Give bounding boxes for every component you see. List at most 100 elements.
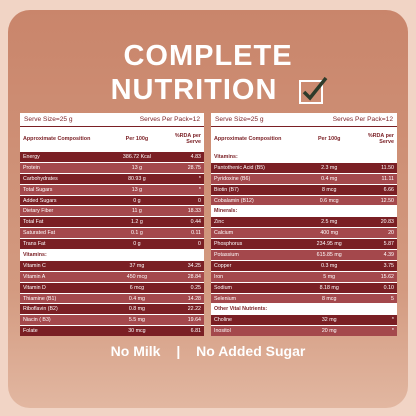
section-row: Vitamins: <box>20 249 204 260</box>
cell: 5 mg <box>323 273 336 280</box>
cell: 0.25 <box>190 284 201 291</box>
cell: 0.4 mg <box>321 175 338 182</box>
cell: 0 <box>198 197 201 204</box>
cell: * <box>391 317 394 324</box>
cell: 3.75 <box>383 262 394 269</box>
nutrient-row: Riboflavin (B2) 0.8 mg 22.22 <box>20 303 204 315</box>
cell: Added Sugars <box>23 197 57 204</box>
nutrient-row: Vitamin C 37 mg 34.25 <box>20 259 204 271</box>
cell: 32 mg <box>321 317 337 324</box>
cell: Protein <box>23 164 40 171</box>
cell: 18.33 <box>187 208 201 215</box>
cell: 6 mcg <box>129 284 145 291</box>
cell: Trans Fat <box>23 241 46 248</box>
cell: 4.83 <box>190 153 201 160</box>
cell: Vitamin D <box>23 284 46 291</box>
nutrient-row: Carbohydrates 80.93 g * <box>20 172 204 184</box>
cell: Niacin ( B3) <box>23 317 51 324</box>
cell: Saturated Fat <box>23 230 56 237</box>
cell: Pantothenic Acid (B5) <box>214 164 265 171</box>
nutrient-row: Calcium 400 mg 20 <box>211 227 397 239</box>
cell: Riboflavin (B2) <box>23 306 58 313</box>
nutrient-row: Niacin ( B3) 5.5 mg 19.64 <box>20 314 204 326</box>
cell: 15.62 <box>380 273 394 280</box>
column-label: %RDA per Serve <box>174 133 201 145</box>
cell: Inositol <box>214 328 231 335</box>
cell: 11.11 <box>381 175 394 182</box>
cell: 400 mg <box>320 230 339 237</box>
serve-header: Serve Size=25 g Serves Per Pack=12 <box>20 113 204 127</box>
footer-separator: | <box>176 343 181 359</box>
cell: 8 mcg <box>321 295 337 302</box>
serve-header: Serve Size=25 g Serves Per Pack=12 <box>211 113 397 127</box>
column-label: Approximate Composition <box>214 136 282 142</box>
cell: 5 <box>391 295 394 302</box>
cell: 450 mcg <box>126 273 148 280</box>
cell: 0.44 <box>190 219 201 226</box>
cell: 0.4 mg <box>128 295 146 302</box>
serve-size: Serve Size=25 g <box>24 116 73 123</box>
column-label: %RDA per Serve <box>367 133 394 145</box>
section-row: Other Vital Nutrients: <box>211 303 397 315</box>
nutrient-row: Vitamin D 6 mcg 0.25 <box>20 281 204 293</box>
cell: 11.50 <box>381 164 394 171</box>
cell: Cobalamin (B12) <box>214 197 254 204</box>
cell: Iron <box>214 273 224 280</box>
nutrient-row: Added Sugars 0 g 0 <box>20 194 204 206</box>
cell: 11 g <box>131 208 142 215</box>
serves-per-pack: Serves Per Pack=12 <box>139 116 200 123</box>
cell: Pyridoxine (B6) <box>214 175 251 182</box>
serves-per-pack: Serves Per Pack=12 <box>332 116 393 123</box>
cell: * <box>391 328 394 335</box>
cell: * <box>198 186 201 193</box>
cell: Zinc <box>214 219 225 226</box>
nutrient-row: Pyridoxine (B6) 0.4 mg 11.11 <box>211 172 397 184</box>
check-icon <box>299 76 328 104</box>
cell: 2.3 mg <box>321 164 338 171</box>
cell: 80.93 g <box>128 175 146 182</box>
cell: 8 mcg <box>321 186 337 193</box>
nutrient-row: Thiamine (B1) 0.4 mg 14.28 <box>20 292 204 304</box>
nutrient-row: Selenium 8 mcg 5 <box>211 292 397 304</box>
column-header: Approximate Composition Per 100g %RDA per … <box>20 127 204 151</box>
nutrient-row: Inositol 20 mg * <box>211 325 397 337</box>
column-label: Per 100g <box>125 136 149 142</box>
cell: Total Sugars <box>23 186 53 193</box>
cell: 0 g <box>133 197 141 204</box>
cell: 386.72 Kcal <box>122 153 151 160</box>
cell: Potassium <box>214 251 239 258</box>
nutrient-row: Sodium 8.18 mg 0.10 <box>211 281 397 293</box>
cell: Energy <box>23 153 40 160</box>
cell: 0.3 mg <box>321 262 338 269</box>
nutrient-row: Trans Fat 0 g 0 <box>20 238 204 250</box>
cell: Dietary Fiber <box>23 208 54 215</box>
cell: 12.50 <box>380 197 394 204</box>
cell: 5.5 mg <box>128 317 146 324</box>
cell: 2.5 mg <box>321 219 338 226</box>
cell: Copper <box>214 262 232 269</box>
cell: Biotin (B7) <box>214 186 239 193</box>
column-label: Per 100g <box>317 136 341 142</box>
cell: 6.81 <box>190 328 201 335</box>
nutrient-row: Potassium 615.85 mg 4.39 <box>211 249 397 260</box>
nutrient-row: Pantothenic Acid (B5) 2.3 mg 11.50 <box>211 161 397 173</box>
cell: 19.64 <box>187 317 201 324</box>
cell: 0.11 <box>191 230 201 237</box>
nutrition-table: Serve Size=25 g Serves Per Pack=12 Approxi… <box>211 113 397 337</box>
cell: 5.87 <box>383 241 394 248</box>
nutrient-row: Copper 0.3 mg 3.75 <box>211 259 397 271</box>
cell: Vitamin C <box>23 262 46 269</box>
cell: * <box>198 175 201 182</box>
section-label: Minerals: <box>214 208 238 215</box>
title-line: NUTRITION <box>110 74 278 106</box>
footer: No Milk | No Added Sugar <box>0 343 416 359</box>
nutrient-row: Dietary Fiber 11 g 18.33 <box>20 205 204 217</box>
cell: 8.18 mg <box>319 284 339 291</box>
cell: Vitamin A <box>23 273 46 280</box>
section-label: Vitamins: <box>214 153 238 160</box>
cell: 30 mcg <box>128 328 146 335</box>
cell: 13 g <box>131 164 143 171</box>
section-row: Minerals: <box>211 205 397 217</box>
cell: 34.25 <box>187 262 201 269</box>
